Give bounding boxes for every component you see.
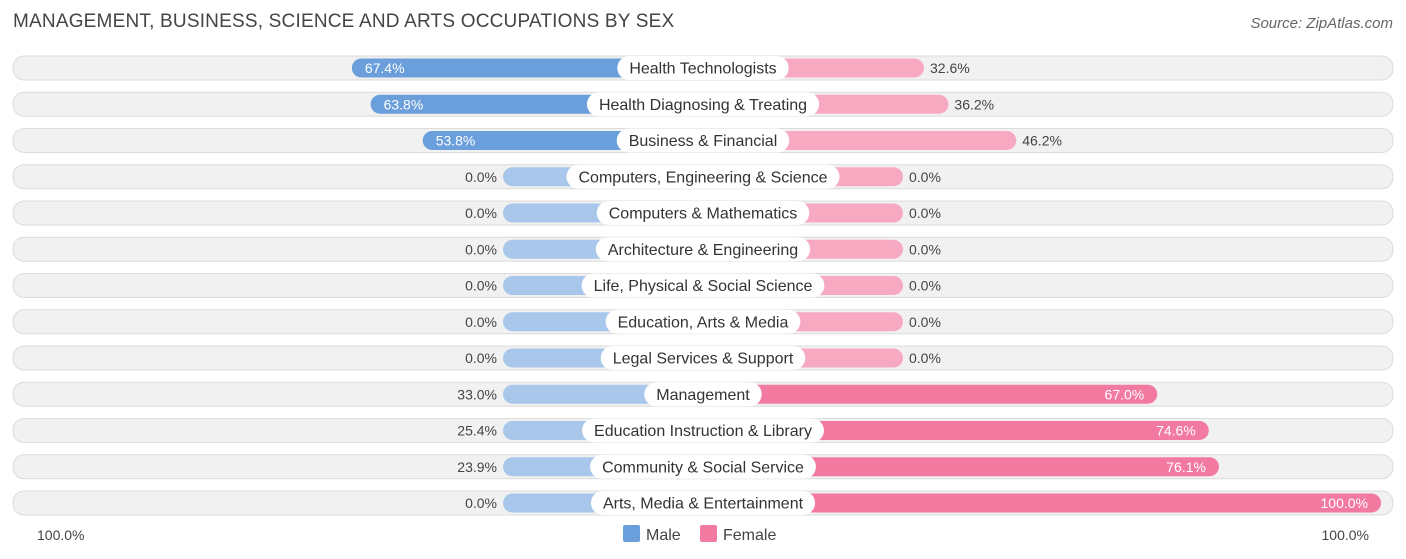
category-label: Computers & Mathematics xyxy=(609,206,798,223)
axis-left-label: 100.0% xyxy=(37,527,84,543)
category-label-pill xyxy=(617,56,789,80)
male-value-label: 53.8% xyxy=(436,133,476,149)
category-label: Legal Services & Support xyxy=(613,351,794,368)
male-value-label: 0.0% xyxy=(465,314,497,330)
category-label-pill xyxy=(616,128,790,153)
chart-row: Computers & Mathematics 0.0% 0.0% xyxy=(12,200,1394,226)
source-note: Source: ZipAtlas.com xyxy=(1250,15,1393,32)
female-value-label: 0.0% xyxy=(909,278,941,294)
category-label: Life, Physical & Social Science xyxy=(594,278,813,295)
category-label-pill xyxy=(590,491,816,515)
chart-row: Health Diagnosing & Treating 63.8% 36.2% xyxy=(12,91,1394,117)
female-value-label: 0.0% xyxy=(909,314,941,330)
female-value-label: 0.0% xyxy=(909,241,941,257)
category-label-pill xyxy=(581,273,825,298)
chart-row: Architecture & Engineering 0.0% 0.0% xyxy=(12,236,1394,262)
category-label-pill xyxy=(600,346,806,370)
chart-row: Community & Social Service 23.9% 76.1% xyxy=(12,454,1394,480)
legend: Male Female xyxy=(623,525,776,544)
category-label: Community & Social Service xyxy=(602,459,804,476)
female-value-label: 36.2% xyxy=(954,96,994,112)
chart-row: Computers, Engineering & Science 0.0% 0.0% xyxy=(12,164,1394,190)
male-value-label: 63.8% xyxy=(384,96,424,112)
female-bar xyxy=(703,384,1158,404)
male-value-label: 0.0% xyxy=(465,205,497,221)
female-value-label: 0.0% xyxy=(909,205,941,221)
category-label: Health Technologists xyxy=(629,61,776,78)
category-label-pill xyxy=(596,201,810,225)
female-value-label: 0.0% xyxy=(909,350,941,366)
male-value-label: 0.0% xyxy=(465,169,497,185)
chart-title: MANAGEMENT, BUSINESS, SCIENCE AND ARTS O… xyxy=(13,11,675,32)
legend-female-swatch xyxy=(700,525,717,542)
female-value-label: 74.6% xyxy=(1156,423,1196,439)
category-label: Education, Arts & Media xyxy=(618,314,789,331)
category-label-pill xyxy=(566,164,840,189)
chart-row: Life, Physical & Social Science 0.0% 0.0% xyxy=(12,273,1394,298)
chart-row: Education Instruction & Library 25.4% 74.6… xyxy=(12,418,1394,443)
legend-male-label: Male xyxy=(646,527,681,544)
legend-female-label: Female xyxy=(723,527,776,544)
category-label-pill xyxy=(590,454,816,479)
male-value-label: 67.4% xyxy=(365,60,405,76)
category-label: Management xyxy=(656,387,750,404)
category-label-pill xyxy=(582,418,824,443)
category-label: Computers, Engineering & Science xyxy=(578,169,827,186)
female-value-label: 76.1% xyxy=(1166,459,1206,475)
category-label: Business & Financial xyxy=(629,133,778,150)
female-bar xyxy=(703,493,1381,513)
female-bar xyxy=(703,457,1219,477)
male-value-label: 25.4% xyxy=(457,423,497,439)
category-label: Arts, Media & Entertainment xyxy=(603,496,804,513)
axis-right-label: 100.0% xyxy=(1322,527,1369,543)
legend-male-swatch xyxy=(623,525,640,542)
category-label: Architecture & Engineering xyxy=(608,242,798,259)
female-value-label: 67.0% xyxy=(1105,386,1145,402)
category-label: Education Instruction & Library xyxy=(594,423,812,440)
chart-row: Education, Arts & Media 0.0% 0.0% xyxy=(12,309,1394,335)
male-bar xyxy=(351,58,703,78)
female-value-label: 46.2% xyxy=(1022,133,1062,149)
chart-row: Health Technologists 67.4% 32.6% xyxy=(12,55,1394,81)
chart-row: Management 33.0% 67.0% xyxy=(12,381,1394,407)
category-label-pill xyxy=(586,92,820,117)
chart-row: Arts, Media & Entertainment 0.0% 100.0% xyxy=(12,490,1394,516)
category-label-pill xyxy=(644,382,762,407)
male-value-label: 0.0% xyxy=(465,278,497,294)
male-value-label: 0.0% xyxy=(465,350,497,366)
category-label: Health Diagnosing & Treating xyxy=(599,97,807,114)
female-value-label: 32.6% xyxy=(930,60,970,76)
female-value-label: 100.0% xyxy=(1321,495,1368,511)
male-value-label: 23.9% xyxy=(457,459,497,475)
female-value-label: 0.0% xyxy=(909,169,941,185)
male-value-label: 33.0% xyxy=(457,386,497,402)
male-value-label: 0.0% xyxy=(465,241,497,257)
female-bar xyxy=(703,421,1209,440)
category-label-pill xyxy=(595,237,811,262)
category-label-pill xyxy=(605,309,801,334)
chart-row: Legal Services & Support 0.0% 0.0% xyxy=(12,345,1394,371)
male-value-label: 0.0% xyxy=(465,495,497,511)
chart-row: Business & Financial 53.8% 46.2% xyxy=(12,128,1394,153)
